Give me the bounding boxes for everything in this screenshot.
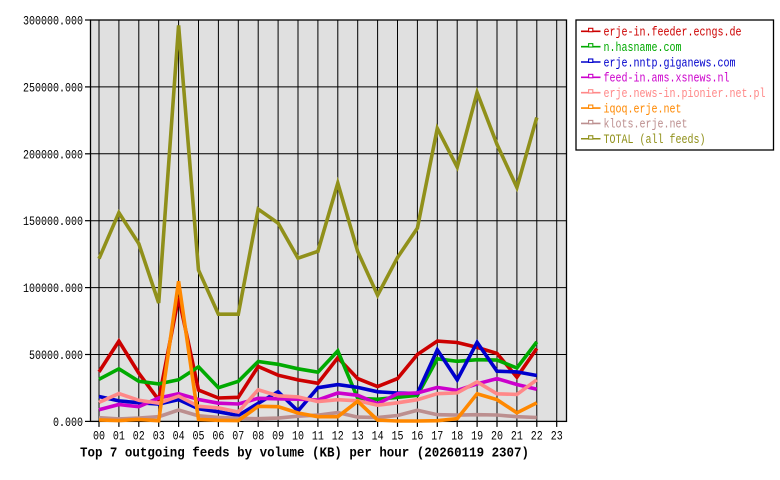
svg-text:19: 19 bbox=[471, 429, 483, 444]
svg-text:100000.000: 100000.000 bbox=[23, 281, 83, 296]
svg-text:20: 20 bbox=[491, 429, 503, 444]
svg-text:00: 00 bbox=[93, 429, 105, 444]
svg-text:22: 22 bbox=[531, 429, 543, 444]
svg-text:03: 03 bbox=[153, 429, 165, 444]
svg-text:0.000: 0.000 bbox=[53, 415, 83, 430]
svg-text:n.hasname.com: n.hasname.com bbox=[604, 40, 682, 55]
svg-text:09: 09 bbox=[272, 429, 284, 444]
svg-text:16: 16 bbox=[411, 429, 423, 444]
svg-text:erje.news-in.pionier.net.pl: erje.news-in.pionier.net.pl bbox=[604, 86, 766, 101]
svg-text:14: 14 bbox=[372, 429, 384, 444]
svg-text:18: 18 bbox=[451, 429, 463, 444]
svg-text:erje.nntp.giganews.com: erje.nntp.giganews.com bbox=[604, 55, 736, 70]
svg-text:17: 17 bbox=[431, 429, 443, 444]
svg-text:klots.erje.net: klots.erje.net bbox=[604, 117, 688, 132]
svg-text:08: 08 bbox=[252, 429, 264, 444]
svg-text:erje-in.feeder.ecngs.de: erje-in.feeder.ecngs.de bbox=[604, 25, 742, 40]
svg-text:04: 04 bbox=[173, 429, 185, 444]
svg-text:feed-in.ams.xsnews.nl: feed-in.ams.xsnews.nl bbox=[604, 71, 730, 86]
svg-text:23: 23 bbox=[551, 429, 563, 444]
svg-text:05: 05 bbox=[193, 429, 205, 444]
svg-text:07: 07 bbox=[232, 429, 244, 444]
svg-text:300000.000: 300000.000 bbox=[23, 14, 83, 29]
svg-text:02: 02 bbox=[133, 429, 145, 444]
svg-text:TOTAL (all feeds): TOTAL (all feeds) bbox=[604, 132, 706, 147]
svg-text:11: 11 bbox=[312, 429, 324, 444]
svg-text:200000.000: 200000.000 bbox=[23, 147, 83, 162]
svg-text:250000.000: 250000.000 bbox=[23, 80, 83, 95]
svg-text:01: 01 bbox=[113, 429, 125, 444]
svg-text:50000.000: 50000.000 bbox=[29, 348, 83, 363]
svg-text:06: 06 bbox=[212, 429, 224, 444]
svg-text:iqoq.erje.net: iqoq.erje.net bbox=[604, 101, 682, 116]
svg-text:15: 15 bbox=[392, 429, 404, 444]
svg-text:10: 10 bbox=[292, 429, 304, 444]
svg-text:Top 7 outgoing feeds by volume: Top 7 outgoing feeds by volume (KB) per … bbox=[80, 446, 529, 462]
svg-text:21: 21 bbox=[511, 429, 523, 444]
svg-text:12: 12 bbox=[332, 429, 344, 444]
svg-text:13: 13 bbox=[352, 429, 364, 444]
svg-text:150000.000: 150000.000 bbox=[23, 214, 83, 229]
